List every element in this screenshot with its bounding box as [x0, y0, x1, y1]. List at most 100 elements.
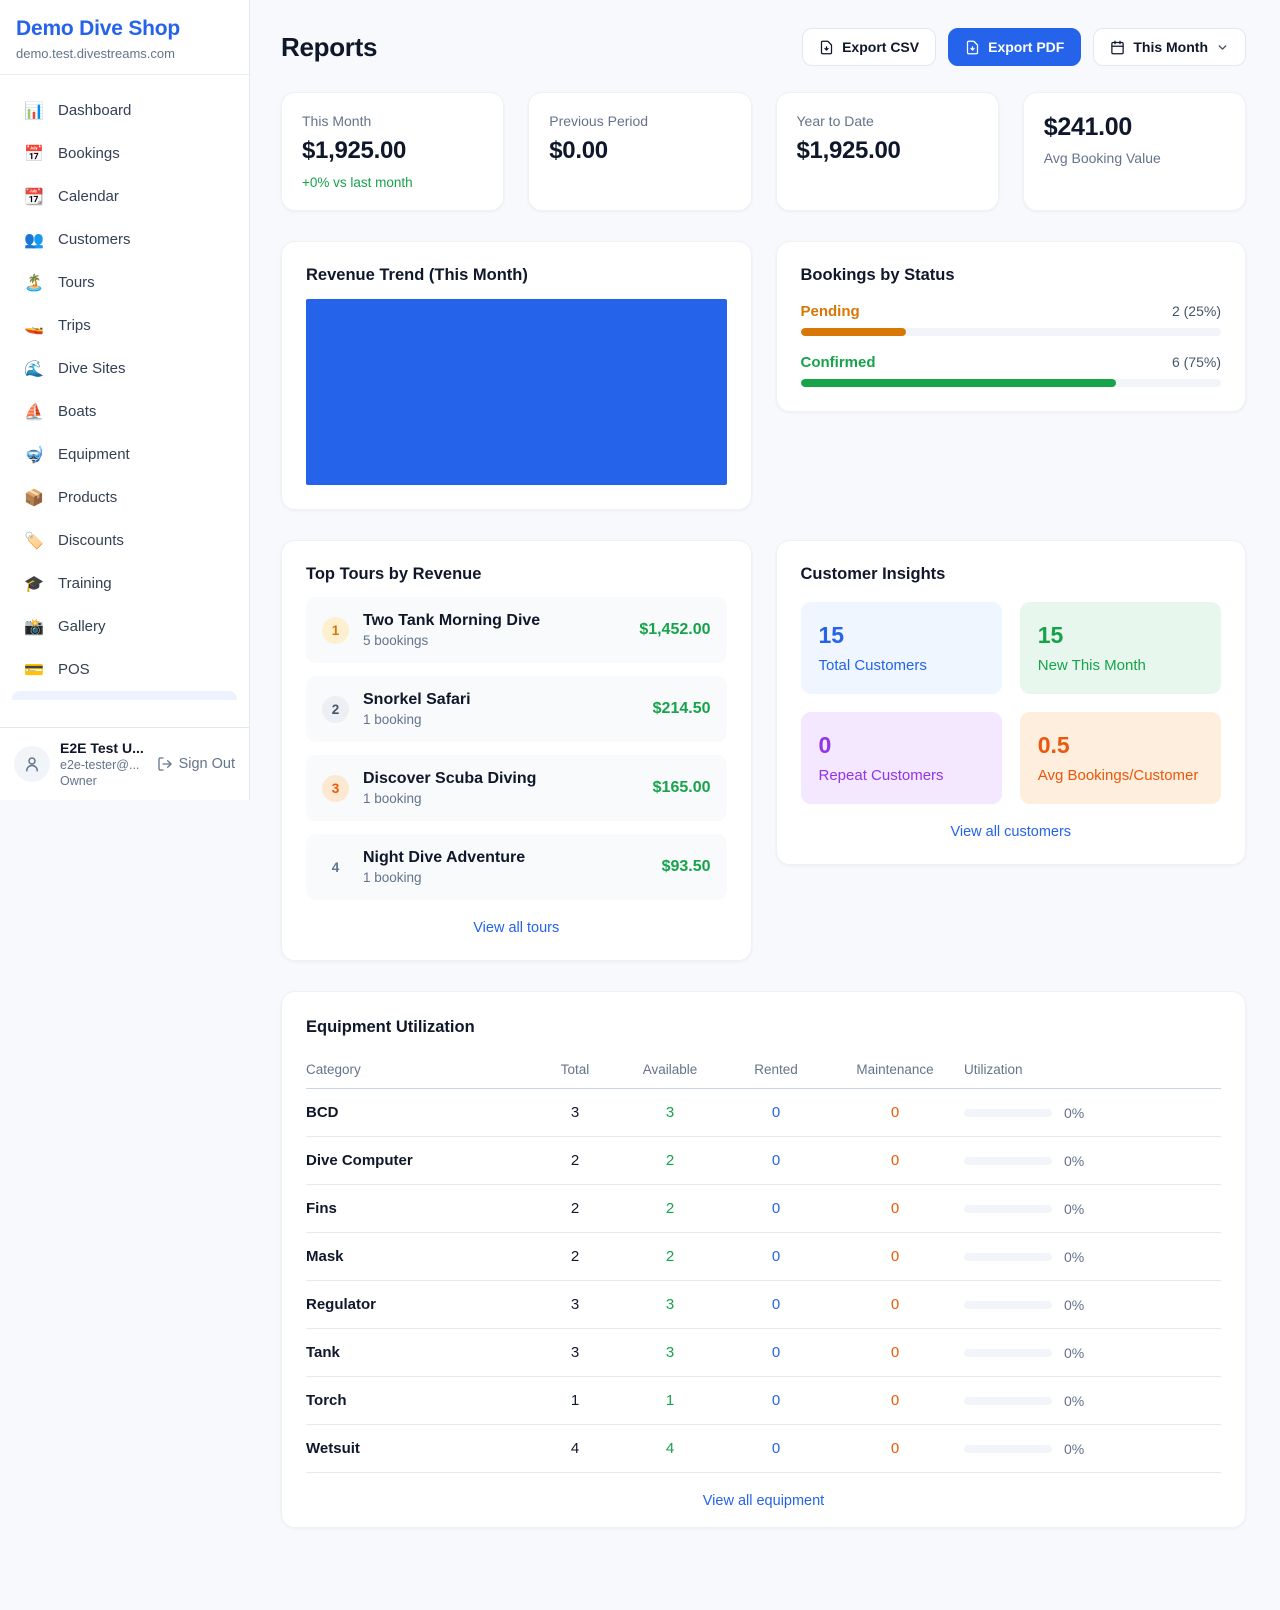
chevron-down-icon	[1218, 44, 1227, 50]
cell-utilization: 0%	[964, 1201, 1221, 1217]
cell-maintenance: 0	[890, 1200, 900, 1217]
products-icon: 📦	[24, 489, 44, 507]
stat-value: $241.00	[1043, 113, 1133, 141]
export-pdf-button[interactable]: Export PDF	[948, 28, 1082, 66]
status-label: Pending	[800, 303, 860, 320]
user-email: e2e-tester@...	[60, 758, 140, 772]
cell-category: Regulator	[306, 1296, 377, 1313]
sidebar-item-reports-active[interactable]	[12, 691, 237, 700]
tour-row: 1 Two Tank Morning Dive 5 bookings $1,45…	[306, 597, 727, 663]
cell-maintenance: 0	[890, 1296, 900, 1313]
tour-row: 4 Night Dive Adventure 1 booking $93.50	[306, 834, 727, 900]
stat-card-year-to-date: Year to Date $1,925.00	[775, 92, 999, 211]
tour-revenue: $214.50	[652, 700, 711, 717]
stat-card-previous-period: Previous Period $0.00	[528, 92, 752, 211]
person-icon	[26, 757, 38, 772]
trips-icon: 🚤	[24, 317, 44, 335]
stat-label: Year to Date	[796, 113, 874, 129]
bookings-icon: 📅	[24, 145, 44, 163]
sidebar: Demo Dive Shop demo.test.divestreams.com…	[0, 0, 250, 800]
sidebar-item-products[interactable]: 📦 Products	[12, 476, 237, 519]
sidebar-item-dashboard[interactable]: 📊 Dashboard	[12, 89, 237, 132]
sidebar-item-gallery[interactable]: 📸 Gallery	[12, 605, 237, 648]
sidebar-item-label: Training	[58, 575, 112, 592]
sidebar-item-dive-sites[interactable]: 🌊 Dive Sites	[12, 347, 237, 390]
cell-utilization: 0%	[964, 1249, 1221, 1265]
cell-total: 4	[570, 1440, 580, 1457]
sidebar-item-equipment[interactable]: 🤿 Equipment	[12, 433, 237, 476]
cell-utilization: 0%	[964, 1297, 1221, 1313]
sidebar-item-label: Bookings	[58, 145, 120, 162]
sidebar-item-training[interactable]: 🎓 Training	[12, 562, 237, 605]
calendar-icon: 📆	[24, 188, 44, 206]
sign-out-button[interactable]: Sign Out	[157, 756, 235, 772]
customers-icon: 👥	[24, 231, 44, 249]
cell-category: Wetsuit	[306, 1440, 360, 1457]
stat-value: $1,925.00	[796, 137, 901, 164]
sidebar-item-pos[interactable]: 💳 POS	[12, 648, 237, 691]
table-row: Wetsuit 4 4 0 0 0%	[306, 1425, 1221, 1473]
sidebar-item-label: Boats	[58, 403, 97, 420]
rank-badge: 3	[322, 774, 349, 802]
equipment-table-header: Category Total Available Rented Maintena…	[306, 1051, 1221, 1089]
cell-available: 4	[665, 1440, 675, 1457]
period-dropdown[interactable]: This Month	[1093, 28, 1246, 66]
sidebar-nav: 📊 Dashboard 📅 Bookings 📆 Calendar 👥 Cust…	[0, 75, 249, 727]
page-title: Reports	[281, 31, 378, 62]
sidebar-item-calendar[interactable]: 📆 Calendar	[12, 175, 237, 218]
tile-repeat-customers: 0 Repeat Customers	[800, 712, 1002, 804]
cell-available: 2	[665, 1152, 675, 1169]
tour-name: Snorkel Safari	[363, 691, 471, 708]
sidebar-item-discounts[interactable]: 🏷️ Discounts	[12, 519, 237, 562]
cell-utilization: 0%	[964, 1153, 1221, 1169]
rank-badge: 2	[322, 695, 349, 723]
sidebar-item-label: Calendar	[58, 188, 119, 205]
cell-available: 1	[665, 1392, 675, 1409]
cell-rented: 0	[771, 1392, 781, 1409]
tile-label: Total Customers	[818, 657, 927, 674]
table-row: Torch 1 1 0 0 0%	[306, 1377, 1221, 1425]
utilization-pct: 0%	[1064, 1392, 1085, 1409]
user-role: Owner	[60, 774, 97, 788]
sidebar-item-label: Products	[58, 489, 118, 506]
sidebar-item-bookings[interactable]: 📅 Bookings	[12, 132, 237, 175]
rank-badge: 1	[322, 616, 349, 644]
view-all-customers-link[interactable]: View all customers	[950, 824, 1072, 840]
status-row-confirmed: Confirmed 6 (75%)	[800, 354, 1221, 387]
cell-maintenance: 0	[890, 1104, 900, 1121]
tile-value: 0.5	[1037, 732, 1070, 758]
tour-bookings: 1 booking	[363, 791, 422, 806]
table-row: Fins 2 2 0 0 0%	[306, 1185, 1221, 1233]
export-csv-label: Export CSV	[842, 39, 920, 55]
cell-total: 2	[570, 1248, 580, 1265]
tour-bookings: 1 booking	[363, 870, 422, 885]
sidebar-item-tours[interactable]: 🏝️ Tours	[12, 261, 237, 304]
table-row: Dive Computer 2 2 0 0 0%	[306, 1137, 1221, 1185]
export-csv-button[interactable]: Export CSV	[802, 28, 937, 66]
table-row: Mask 2 2 0 0 0%	[306, 1233, 1221, 1281]
sidebar-item-trips[interactable]: 🚤 Trips	[12, 304, 237, 347]
status-bar-track	[800, 328, 1221, 336]
sidebar-item-boats[interactable]: ⛵ Boats	[12, 390, 237, 433]
gallery-icon: 📸	[24, 618, 44, 636]
view-all-equipment-link[interactable]: View all equipment	[702, 1493, 825, 1509]
cell-available: 2	[665, 1248, 675, 1265]
utilization-pct: 0%	[1064, 1200, 1085, 1217]
stat-card-avg-booking-value: $241.00 Avg Booking Value	[1022, 92, 1246, 211]
stat-value: $1,925.00	[302, 137, 407, 164]
sidebar-item-customers[interactable]: 👥 Customers	[12, 218, 237, 261]
tile-value: 15	[1037, 622, 1064, 648]
cell-maintenance: 0	[890, 1440, 900, 1457]
cell-category: Tank	[306, 1344, 340, 1361]
status-bar-track	[800, 379, 1221, 387]
rank-badge: 4	[331, 859, 340, 875]
avatar	[14, 746, 50, 782]
pos-icon: 💳	[24, 661, 44, 679]
tour-bookings: 1 booking	[363, 712, 422, 727]
cell-maintenance: 0	[890, 1392, 900, 1409]
header-actions: Export CSV Export PDF This Month	[802, 28, 1246, 66]
status-count: 6 (75%)	[1171, 354, 1221, 370]
view-all-tours-link[interactable]: View all tours	[473, 920, 560, 936]
file-download-icon	[966, 40, 979, 54]
discounts-icon: 🏷️	[24, 532, 44, 550]
